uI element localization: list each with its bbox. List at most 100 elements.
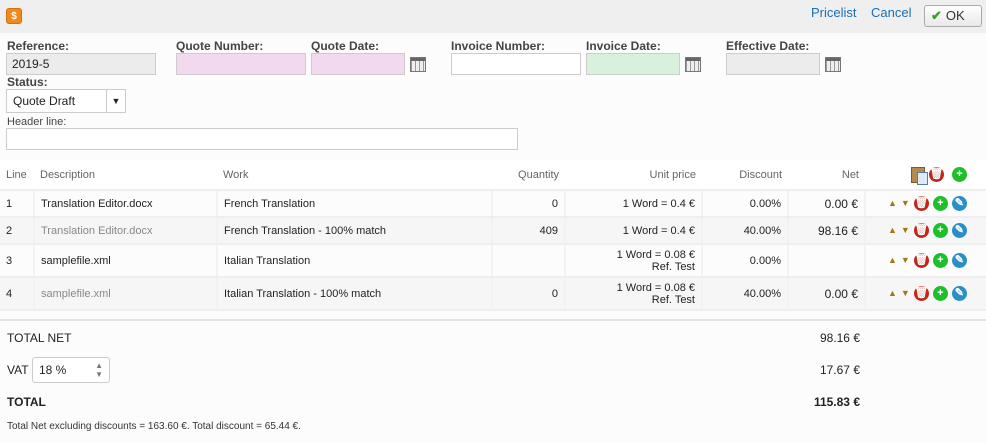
- invoice-number-field[interactable]: [451, 53, 581, 75]
- add-icon[interactable]: +: [932, 286, 948, 301]
- col-work: Work: [217, 160, 492, 191]
- delete-icon[interactable]: 🗑: [913, 196, 929, 211]
- toolbar: $ Pricelist Cancel ✔ OK: [0, 0, 986, 33]
- col-description: Description: [34, 160, 217, 191]
- unit-price-value: 1 Word = 0.4 €: [622, 224, 695, 237]
- reference-label: Reference:: [7, 39, 70, 53]
- quote-lines-table: Line Description Work Quantity Unit pric…: [0, 160, 986, 311]
- description: Translation Editor.docx: [34, 190, 218, 218]
- add-icon[interactable]: +: [932, 223, 948, 238]
- discount: 40.00%: [702, 217, 789, 245]
- status-value: Quote Draft: [13, 94, 76, 108]
- col-net: Net: [788, 160, 865, 191]
- paste-icon[interactable]: [911, 166, 928, 185]
- ok-button[interactable]: ✔ OK: [924, 5, 982, 27]
- quantity: 0: [492, 190, 566, 218]
- move-down-icon[interactable]: ▼: [900, 255, 910, 266]
- edit-icon[interactable]: ✎: [951, 223, 967, 238]
- edit-icon[interactable]: ✎: [951, 196, 967, 211]
- discount-note: Total Net excluding discounts = 163.60 €…: [7, 421, 301, 432]
- move-down-icon[interactable]: ▼: [900, 225, 910, 236]
- vat-label: VAT: [7, 363, 29, 377]
- move-up-icon[interactable]: ▲: [888, 288, 897, 299]
- table-row[interactable]: 3 samplefile.xml Italian Translation 1 W…: [0, 244, 986, 278]
- quote-number-label: Quote Number:: [176, 39, 264, 53]
- vat-rate-value: 18 %: [39, 363, 67, 377]
- unit-price: 1 Word = 0.08 € Ref. Test: [565, 277, 703, 311]
- quote-number-field[interactable]: [176, 53, 306, 75]
- unit-price-value: 1 Word = 0.08 €: [616, 248, 695, 261]
- net: 98.16 €: [788, 217, 866, 245]
- divider: [0, 319, 986, 321]
- quantity: [492, 244, 566, 278]
- vat-rate-stepper[interactable]: 18 % ▲ ▼: [32, 357, 110, 383]
- move-up-icon[interactable]: ▲: [888, 255, 897, 266]
- line-number: 4: [0, 277, 35, 311]
- net: 0.00 €: [788, 277, 866, 311]
- discount: 0.00%: [702, 190, 789, 218]
- description: samplefile.xml: [34, 244, 218, 278]
- invoice-date-field[interactable]: [586, 53, 680, 75]
- add-icon[interactable]: +: [932, 196, 948, 211]
- total-net-value: 98.16 €: [819, 331, 860, 345]
- calendar-icon[interactable]: [685, 57, 701, 72]
- work: French Translation - 100% match: [217, 217, 493, 245]
- unit-price-value: 1 Word = 0.4 €: [622, 197, 695, 210]
- unit-price-ref: Ref. Test: [651, 260, 695, 273]
- net: 0.00 €: [788, 190, 866, 218]
- unit-price: 1 Word = 0.4 €: [565, 217, 703, 245]
- effective-date-label: Effective Date:: [726, 39, 810, 53]
- move-up-icon[interactable]: ▲: [888, 198, 897, 209]
- delete-all-icon[interactable]: 🗑: [929, 167, 944, 182]
- chevron-down-icon: ▼: [106, 90, 125, 112]
- table-row[interactable]: 4 samplefile.xml Italian Translation - 1…: [0, 277, 986, 311]
- description: samplefile.xml: [34, 277, 218, 311]
- pricelist-link[interactable]: Pricelist: [811, 5, 857, 20]
- unit-price: 1 Word = 0.4 €: [565, 190, 703, 218]
- reference-field[interactable]: 2019-5: [6, 53, 156, 75]
- status-select[interactable]: Quote Draft ▼: [6, 89, 126, 113]
- net: [788, 244, 866, 278]
- line-number: 3: [0, 244, 35, 278]
- vat-value: 17.67 €: [819, 363, 860, 377]
- header-line-field[interactable]: [6, 128, 518, 150]
- discount: 40.00%: [702, 277, 789, 311]
- calendar-icon[interactable]: [410, 57, 426, 72]
- invoice-dollar-icon: $: [6, 8, 22, 24]
- status-label: Status:: [7, 75, 48, 89]
- total-value: 115.83 €: [813, 395, 860, 409]
- delete-icon[interactable]: 🗑: [913, 223, 929, 238]
- unit-price-value: 1 Word = 0.08 €: [616, 281, 695, 294]
- delete-icon[interactable]: 🗑: [913, 253, 929, 268]
- add-icon[interactable]: +: [932, 253, 948, 268]
- move-down-icon[interactable]: ▼: [900, 198, 910, 209]
- check-icon: ✔: [931, 8, 942, 23]
- effective-date-field[interactable]: [726, 53, 820, 75]
- invoice-number-label: Invoice Number:: [451, 39, 546, 53]
- delete-icon[interactable]: 🗑: [913, 286, 929, 301]
- ok-label: OK: [945, 8, 965, 23]
- total-label: TOTAL: [7, 395, 46, 409]
- calendar-icon[interactable]: [825, 57, 841, 72]
- unit-price-ref: Ref. Test: [651, 293, 695, 306]
- move-down-icon[interactable]: ▼: [900, 288, 910, 299]
- line-number: 1: [0, 190, 35, 218]
- total-net-label: TOTAL NET: [7, 331, 72, 345]
- move-up-icon[interactable]: ▲: [888, 225, 897, 236]
- table-row[interactable]: 1 Translation Editor.docx French Transla…: [0, 190, 986, 218]
- quantity: 409: [492, 217, 566, 245]
- edit-icon[interactable]: ✎: [951, 286, 967, 301]
- quote-date-field[interactable]: [311, 53, 405, 75]
- invoice-date-label: Invoice Date:: [586, 39, 661, 53]
- spinner-arrows-icon[interactable]: ▲ ▼: [95, 361, 103, 379]
- work: French Translation: [217, 190, 493, 218]
- discount: 0.00%: [702, 244, 789, 278]
- quote-date-label: Quote Date:: [311, 39, 380, 53]
- edit-icon[interactable]: ✎: [951, 253, 967, 268]
- cancel-link[interactable]: Cancel: [871, 5, 912, 20]
- quantity: 0: [492, 277, 566, 311]
- add-line-icon[interactable]: +: [952, 167, 967, 182]
- col-unit-price: Unit price: [565, 160, 702, 191]
- table-row[interactable]: 2 Translation Editor.docx French Transla…: [0, 217, 986, 245]
- header-line-label: Header line:: [7, 116, 67, 128]
